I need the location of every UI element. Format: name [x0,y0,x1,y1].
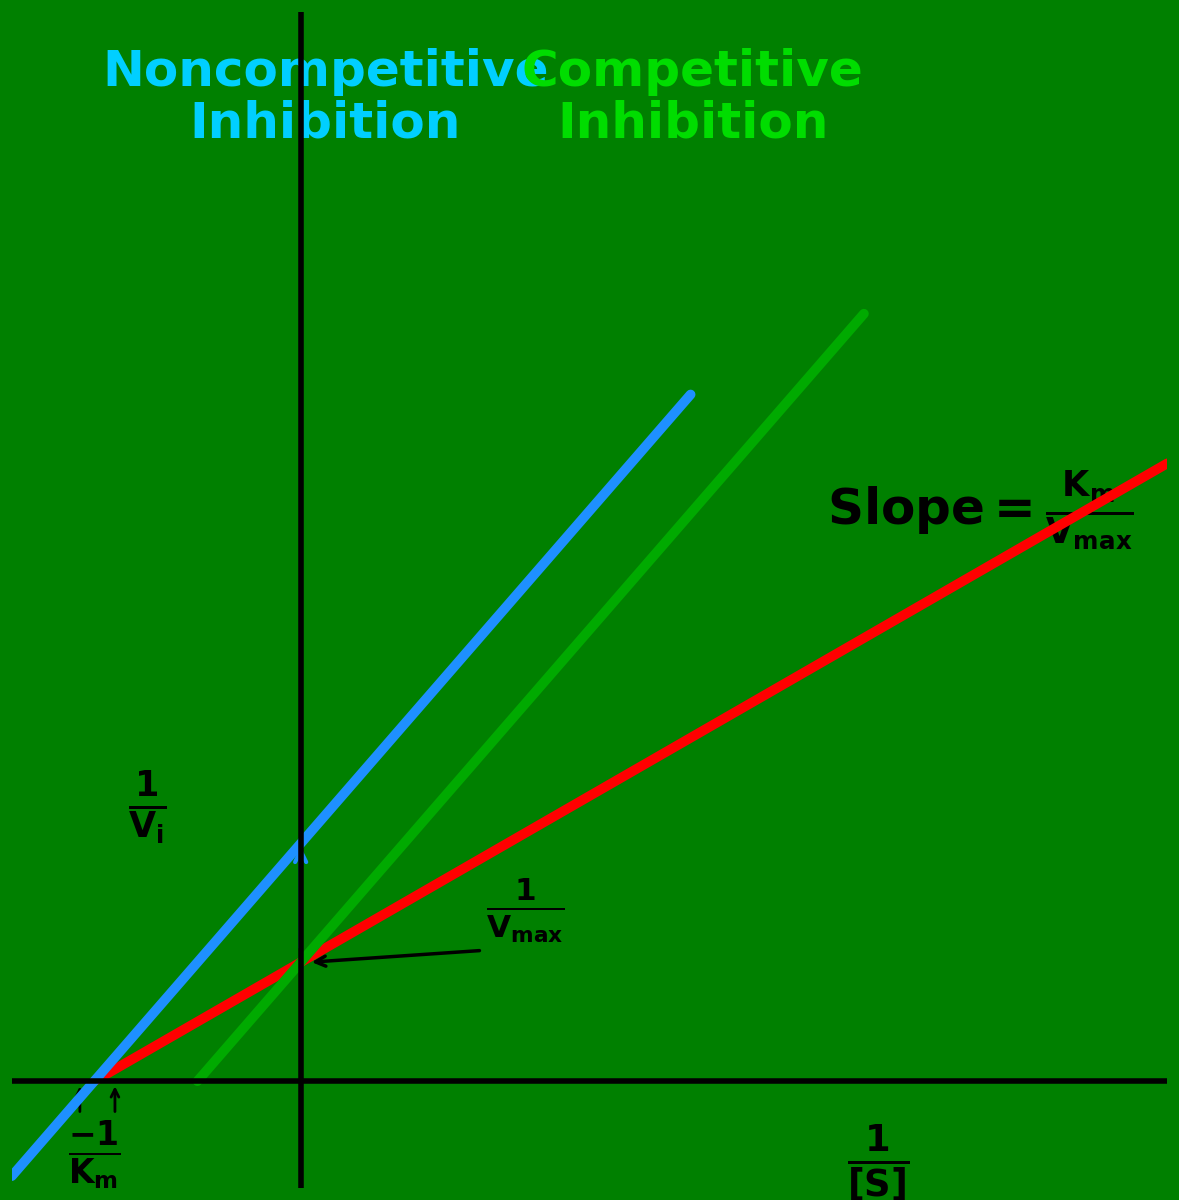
Text: $\mathbf{Slope = \frac{K_m}{V_{max}}}$: $\mathbf{Slope = \frac{K_m}{V_{max}}}$ [826,469,1133,552]
Text: $\mathbf{\frac{-1}{K_m}}$: $\mathbf{\frac{-1}{K_m}}$ [68,1120,120,1193]
Text: $\mathbf{\frac{1}{[S]}}$: $\mathbf{\frac{1}{[S]}}$ [848,1123,909,1200]
Text: Competitive
Inhibition: Competitive Inhibition [522,48,863,148]
Text: Noncompetitive
Inhibition: Noncompetitive Inhibition [103,48,548,148]
Text: $\mathbf{\frac{1}{V_{max}}}$: $\mathbf{\frac{1}{V_{max}}}$ [487,876,565,944]
Text: $\mathbf{\frac{1}{V_i}}$: $\mathbf{\frac{1}{V_i}}$ [127,769,166,846]
